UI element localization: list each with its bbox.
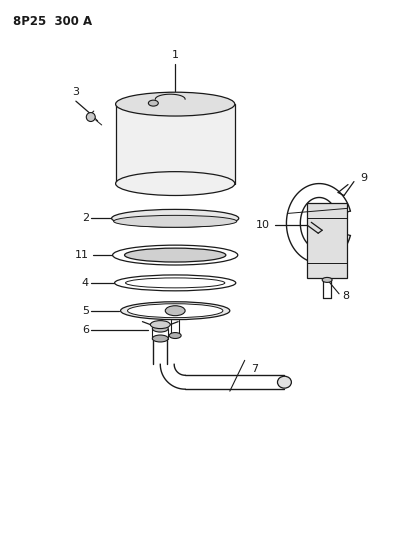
Text: 4: 4 [81, 278, 89, 288]
Ellipse shape [152, 335, 168, 342]
Ellipse shape [125, 278, 224, 288]
Ellipse shape [115, 172, 234, 196]
Ellipse shape [86, 112, 95, 122]
Bar [115, 104, 234, 183]
Ellipse shape [148, 100, 158, 106]
Ellipse shape [111, 209, 238, 227]
Ellipse shape [277, 376, 291, 388]
Bar [307, 204, 346, 278]
Text: 8: 8 [341, 291, 348, 301]
Ellipse shape [152, 325, 168, 332]
Ellipse shape [322, 277, 331, 282]
Ellipse shape [115, 92, 234, 116]
Text: 6: 6 [81, 325, 89, 335]
Text: 3: 3 [72, 87, 79, 97]
Text: 2: 2 [81, 213, 89, 223]
Ellipse shape [169, 333, 181, 338]
Ellipse shape [165, 306, 185, 316]
Ellipse shape [127, 304, 222, 318]
Ellipse shape [113, 215, 236, 227]
Text: 5: 5 [81, 306, 89, 316]
Text: 10: 10 [255, 220, 269, 230]
Text: 1: 1 [171, 51, 178, 60]
Ellipse shape [114, 275, 235, 291]
Ellipse shape [124, 248, 225, 262]
Ellipse shape [112, 245, 237, 265]
Ellipse shape [150, 321, 170, 328]
Text: 7: 7 [250, 365, 258, 374]
Ellipse shape [120, 302, 229, 320]
Text: 11: 11 [75, 250, 89, 260]
Text: 8P25  300 A: 8P25 300 A [13, 15, 92, 28]
Text: 9: 9 [359, 173, 366, 183]
